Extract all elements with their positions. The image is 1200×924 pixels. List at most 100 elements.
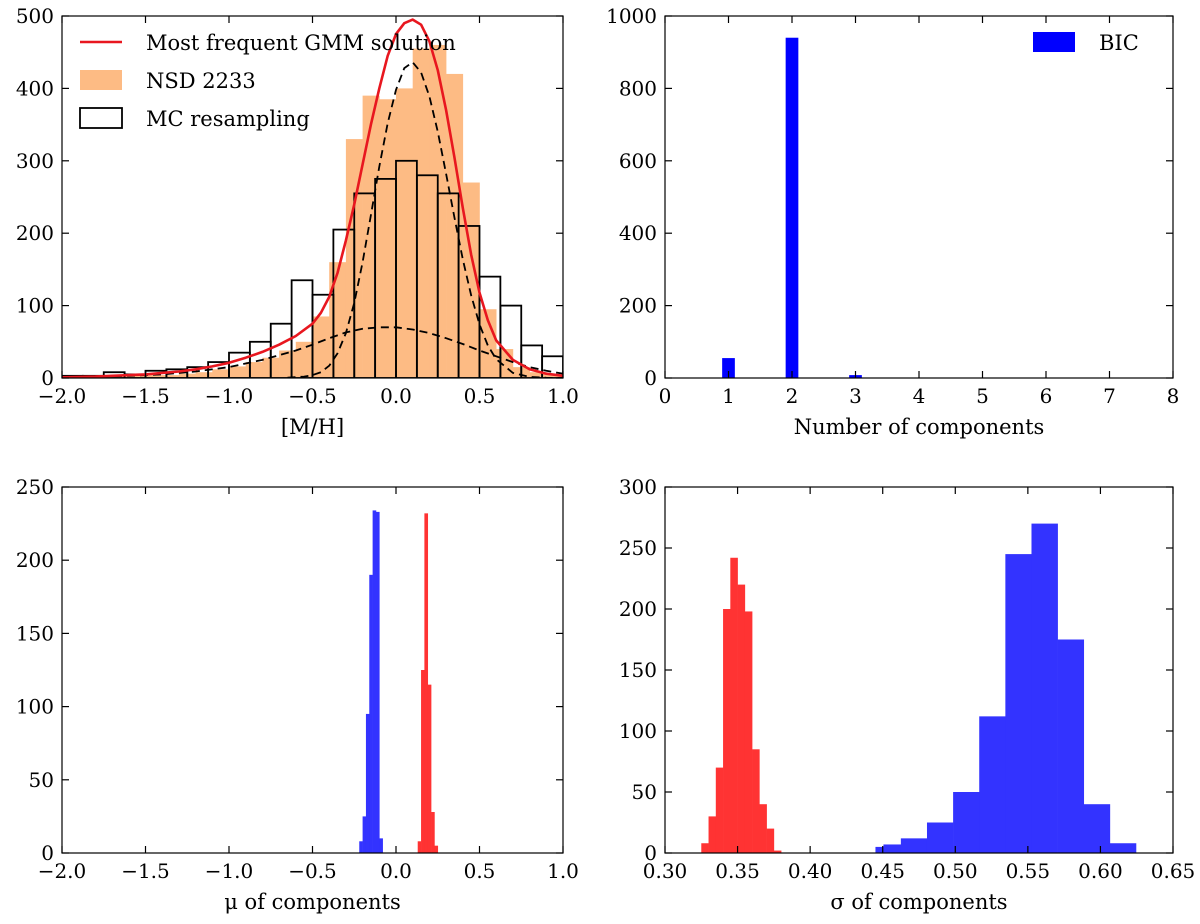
mh-step-bin-21: [499, 304, 523, 378]
sigma-x-axis-label: σ of components: [830, 890, 1007, 914]
mu-x-axis-label: μ of components: [224, 890, 401, 914]
bic-axes-frame: [664, 15, 1174, 379]
sigma-series-1-bin-10: [1109, 843, 1137, 853]
bic-marks: [722, 37, 862, 378]
mu-marks: [359, 510, 439, 853]
bic-ytick-label-4: 800: [619, 76, 657, 100]
mh-series-0-bin-20: [396, 88, 413, 378]
sigma-xtick-label-7: 0.65: [1151, 859, 1196, 883]
sigma-series-1-bin-7: [1031, 523, 1058, 853]
mu-ytick-label-0: 0: [41, 841, 54, 865]
sigma-plot-area: [701, 523, 1137, 853]
mu-ytick-label-4: 200: [16, 548, 54, 572]
mh-series-0-bin-10: [229, 366, 246, 378]
mh-series-0-bin-21: [412, 48, 430, 378]
bic-plot-area: [722, 37, 862, 378]
sigma-ytick-label-2: 100: [619, 719, 657, 743]
mu-series-0-bin-5: [375, 511, 380, 853]
mh-series-0-bin-4: [128, 375, 146, 378]
mh-gmm-component-curve-3: [62, 326, 563, 378]
sigma-series-0-bin-2: [715, 767, 724, 853]
bic-xtick-label-4: 4: [913, 384, 926, 408]
mu-plot-area: [359, 510, 439, 853]
bic-legend: BIC: [1033, 31, 1139, 55]
sigma-series-1-bin-5: [979, 716, 1006, 853]
mu-ytick-label-5: 250: [16, 475, 54, 499]
mh-xtick-label-2: −1.0: [205, 384, 254, 408]
mh-xtick-label-5: 0.5: [464, 384, 496, 408]
sigma-histogram-panel: 0.30 0.35 0.40 0.45 0.50 0.55 0.60 0.65 0 50 100 15…: [619, 475, 1195, 914]
metallicity-histogram-panel: −2.0 −1.5 −1.0 −0.5 0.0 0.5 1.0 0 100 200 300 400 50…: [16, 4, 579, 439]
mu-axes-frame: [61, 486, 564, 854]
mh-legend-label-2: MC resampling: [146, 107, 310, 131]
mh-series-0-bin-28: [529, 372, 547, 378]
mh-legend: Most frequent GMM solution NSD 2233 MC res…: [79, 31, 456, 131]
sigma-series-1-bin-1: [883, 844, 902, 853]
sigma-xtick-label-0: 0.30: [643, 859, 688, 883]
mu-xtick-label-2: −1.0: [205, 859, 254, 883]
bic-x-axis-label: Number of components: [794, 415, 1045, 439]
sigma-series-0-bin-6: [744, 611, 753, 853]
sigma-series-0-bin-9: [766, 828, 775, 853]
mh-series-0-bin-14: [295, 341, 313, 378]
mh-ytick-label-5: 500: [16, 4, 54, 28]
bic-ytick-label-3: 600: [619, 149, 657, 173]
sigma-series-0-bin-1: [708, 816, 717, 853]
mh-legend-swatch-2: [79, 107, 123, 129]
sigma-ytick-label-0: 0: [644, 841, 657, 865]
sigma-series-1-bin-0: [875, 846, 884, 853]
bic-components-panel: 0 1 2 3 4 5 6 7 8 0 200 400 600 800 1000 Number of comp…: [606, 4, 1179, 439]
mu-series-0-bin-2: [365, 713, 370, 853]
bic-xtick-label-7: 7: [1103, 384, 1116, 408]
sigma-ytick-label-5: 250: [619, 536, 657, 560]
mh-ytick-label-2: 200: [16, 221, 54, 245]
mu-ytick-label-2: 100: [16, 695, 54, 719]
mh-xtick-label-4: 0.0: [380, 384, 412, 408]
mh-series-0-bin-5: [145, 375, 163, 378]
sigma-series-0-bin-3: [723, 609, 731, 853]
sigma-series-1-bin-4: [953, 792, 980, 853]
sigma-marks: [701, 523, 1137, 853]
mu-series-1-bin-1: [421, 670, 425, 853]
mh-legend-label-0: Most frequent GMM solution: [146, 31, 456, 55]
sigma-series-1-bin-9: [1083, 804, 1111, 853]
mh-ytick-label-3: 300: [16, 149, 54, 173]
mh-xtick-label-6: 1.0: [547, 384, 579, 408]
mh-series-0-bin-15: [312, 316, 330, 378]
mu-ytick-label-3: 150: [16, 621, 54, 645]
bic-xtick-label-8: 8: [1167, 384, 1180, 408]
mh-x-axis-label: [M/H]: [281, 415, 344, 439]
mu-xtick-label-0: −2.0: [38, 859, 87, 883]
mh-series-0-bin-9: [212, 369, 230, 378]
mh-legend-label-1: NSD 2233: [146, 69, 256, 93]
sigma-ytick-label-6: 300: [619, 475, 657, 499]
mu-series-1-bin-5: [434, 845, 439, 853]
sigma-ytick-label-4: 200: [619, 597, 657, 621]
sigma-xtick-label-2: 0.40: [788, 859, 833, 883]
bic-xtick-label-2: 2: [786, 384, 799, 408]
mu-ytick-label-1: 50: [29, 768, 54, 792]
bic-xtick-label-3: 3: [849, 384, 862, 408]
mh-series-0-bin-26: [496, 349, 514, 378]
mh-series-0-bin-11: [245, 362, 263, 378]
sigma-series-0-bin-5: [737, 584, 746, 853]
mh-plot-area: [62, 18, 563, 378]
sigma-series-0-bin-8: [759, 804, 767, 853]
sigma-series-1-bin-6: [1005, 554, 1032, 853]
bic-bar-1: [785, 37, 799, 378]
sigma-series-0-bin-7: [752, 749, 760, 853]
mh-series-0-bin-6: [162, 375, 180, 378]
mh-gmm-total-curve: [62, 18, 563, 378]
sigma-xtick-label-6: 0.60: [1078, 859, 1123, 883]
mu-xtick-label-5: 0.5: [464, 859, 496, 883]
sigma-series-0-bin-4: [730, 557, 738, 853]
mh-series-0-bin-18: [362, 95, 380, 378]
mh-series-0-bin-8: [195, 372, 213, 378]
mu-series-1-bin-4: [431, 812, 435, 853]
mh-ytick-label-1: 100: [16, 294, 54, 318]
mh-ytick-label-4: 400: [16, 76, 54, 100]
mh-legend-swatch-1: [80, 70, 122, 90]
sigma-xtick-label-4: 0.50: [933, 859, 978, 883]
bic-ytick-label-2: 400: [619, 221, 657, 245]
